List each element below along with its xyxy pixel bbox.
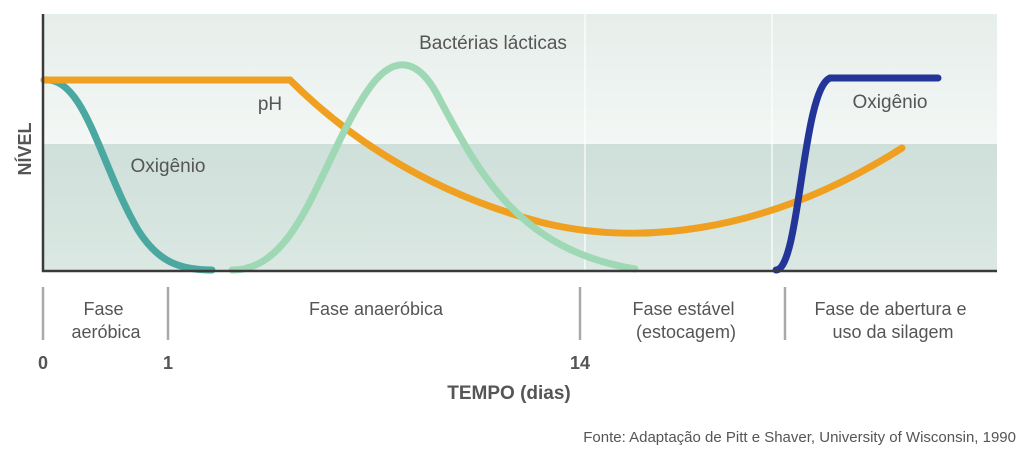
series-line-oxygen-opening — [772, 74, 942, 274]
phase-label-opening: Fase de abertura e uso da silagem — [814, 299, 971, 342]
series-label-oxygen-opening: Oxigênio — [853, 92, 928, 113]
y-axis-label: NÍVEL — [14, 122, 35, 175]
x-tick-label-0: 0 — [38, 353, 48, 373]
series-label-ph: pH — [258, 94, 282, 115]
phase-label-stable: Fase estável (estocagem) — [632, 299, 739, 342]
x-axis-label: TEMPO (dias) — [447, 383, 571, 404]
phase-label-anaerobic: Fase anaeróbica — [309, 299, 444, 319]
series-label-lactic-bacteria: Bactérias lácticas — [419, 33, 567, 54]
x-tick-label-14: 14 — [570, 353, 590, 373]
series-line-oxygen-initial — [40, 76, 216, 274]
phase-label-aerobic: Fase aeróbica — [71, 299, 141, 342]
series-line-lactic-bacteria — [228, 61, 639, 274]
series-line-ph — [40, 76, 906, 237]
plot-background-lower — [43, 144, 997, 271]
source-note: Fonte: Adaptação de Pitt e Shaver, Unive… — [583, 429, 1016, 446]
series-label-oxygen-initial: Oxigênio — [131, 156, 206, 177]
x-tick-label-1: 1 — [163, 353, 173, 373]
